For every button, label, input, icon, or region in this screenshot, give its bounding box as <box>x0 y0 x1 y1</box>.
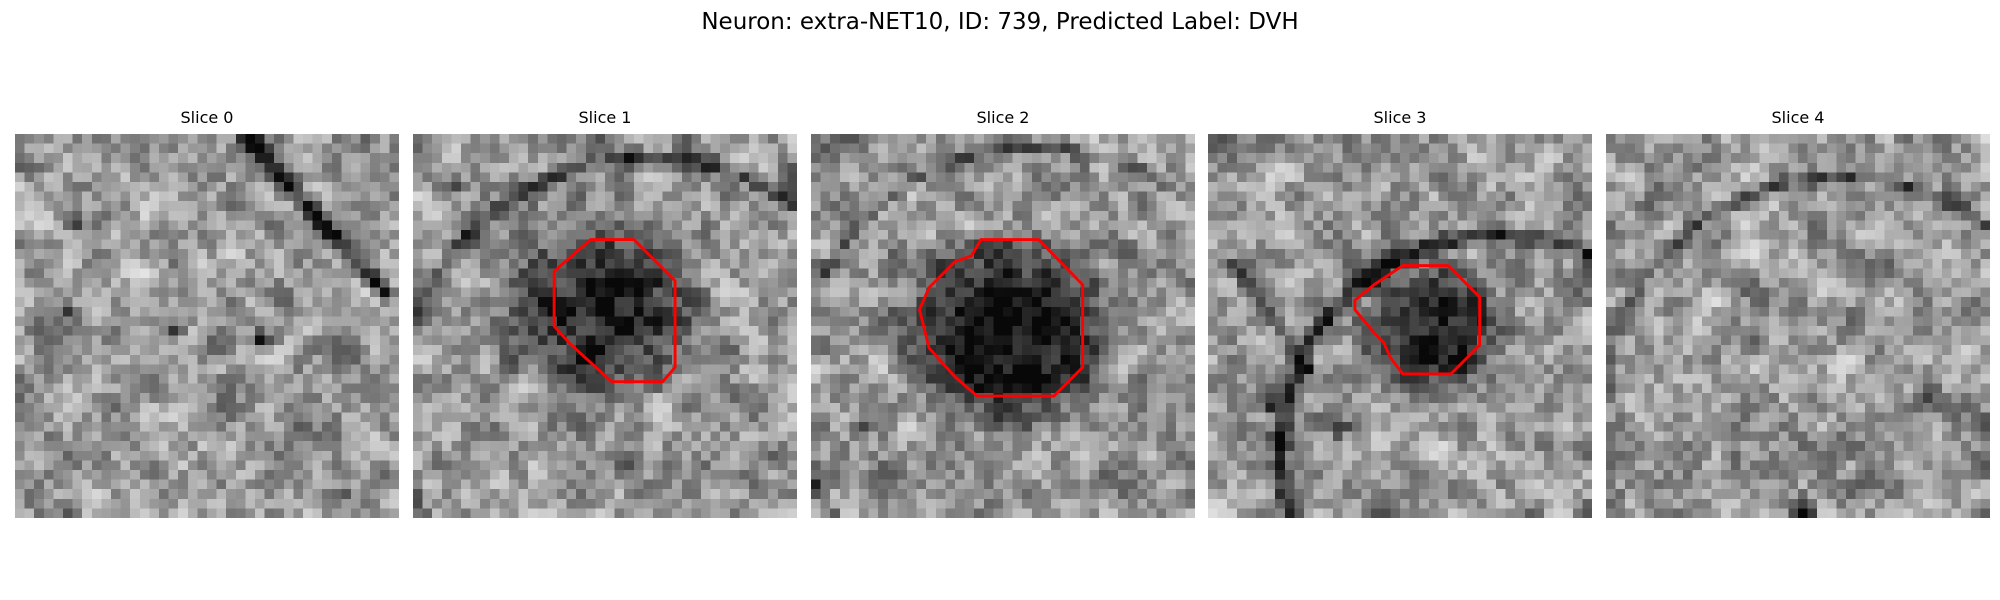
roi-contour <box>552 238 677 384</box>
figure-title: Neuron: extra-NET10, ID: 739, Predicted … <box>701 9 1299 35</box>
panel-title-slice-2: Slice 2 <box>976 108 1030 127</box>
panel-title-slice-0: Slice 0 <box>180 108 234 127</box>
pixel-grid <box>413 134 797 518</box>
pixel-grid <box>811 134 1195 518</box>
slice-image-4 <box>1606 134 1990 518</box>
panel-title-slice-3: Slice 3 <box>1373 108 1427 127</box>
slice-image-0 <box>15 134 399 518</box>
panel-title-slice-4: Slice 4 <box>1771 108 1825 127</box>
roi-contour <box>918 238 1085 398</box>
slice-image-3 <box>1208 134 1592 518</box>
slice-image-2 <box>811 134 1195 518</box>
pixel-grid <box>1606 134 1990 518</box>
pixel-grid <box>15 134 399 518</box>
pixel-grid <box>1208 134 1592 518</box>
roi-contour <box>1353 264 1482 376</box>
panel-title-slice-1: Slice 1 <box>578 108 632 127</box>
slice-image-1 <box>413 134 797 518</box>
